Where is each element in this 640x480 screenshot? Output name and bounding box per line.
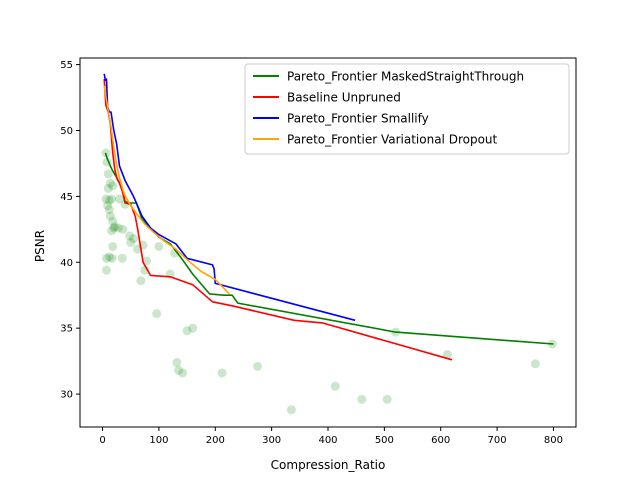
legend-label: Pareto_Frontier Smallify <box>287 112 429 126</box>
scatter-point <box>286 405 296 415</box>
x-tick-label: 800 <box>544 435 563 446</box>
x-tick-label: 200 <box>206 435 225 446</box>
scatter-point <box>104 205 114 215</box>
scatter-point <box>107 253 117 263</box>
scatter-point <box>152 309 162 319</box>
x-tick-label: 0 <box>99 435 105 446</box>
series-line-2 <box>103 79 453 361</box>
scatter-point <box>217 368 227 378</box>
plot-area <box>101 73 557 415</box>
scatter-point <box>136 276 146 286</box>
scatter-point <box>107 226 117 236</box>
scatter-point <box>110 222 120 232</box>
x-tick-label: 500 <box>375 435 394 446</box>
scatter-point <box>125 231 135 241</box>
scatter-point <box>172 357 182 367</box>
scatter-point <box>117 253 127 263</box>
scatter-point <box>114 194 124 204</box>
series-line-4 <box>103 85 230 295</box>
scatter-point <box>129 234 139 244</box>
scatter-point <box>530 359 540 369</box>
scatter-point <box>104 252 114 262</box>
scatter-point <box>108 216 118 226</box>
x-tick-label: 400 <box>318 435 337 446</box>
scatter-point <box>101 253 111 263</box>
x-tick-label: 600 <box>431 435 450 446</box>
scatter-point <box>154 241 164 251</box>
scatter-point <box>188 323 198 333</box>
scatter-point <box>105 178 115 188</box>
axes: 0 100 200 300 400 500 600 700 800 30 35 40 45 50 55 <box>60 57 577 446</box>
scatter-point <box>107 194 117 204</box>
scatter-point <box>108 241 118 251</box>
legend: Pareto_Frontier MaskedStraightThrough Bas… <box>244 63 570 155</box>
scatter-point <box>126 238 136 247</box>
scatter-point <box>103 183 113 193</box>
y-tick-label: 30 <box>60 390 73 401</box>
scatter-point <box>382 394 392 404</box>
scatter-point <box>103 201 113 211</box>
scatter-point <box>132 244 142 254</box>
y-tick-label: 45 <box>60 192 73 203</box>
scatter-point <box>330 381 340 391</box>
scatter-point <box>253 361 263 371</box>
y-tick-label: 55 <box>60 60 73 71</box>
scatter-point <box>442 350 452 360</box>
x-axis-label: Compression_Ratio <box>271 458 386 472</box>
scatter-point <box>113 223 123 233</box>
y-tick-label: 40 <box>60 258 73 269</box>
scatter-point <box>104 195 114 205</box>
scatter-point <box>101 194 111 204</box>
scatter-point <box>118 224 128 234</box>
x-tick-label: 300 <box>262 435 281 446</box>
x-tick-label: 700 <box>488 435 507 446</box>
scatter-point <box>108 181 118 191</box>
y-tick-label: 35 <box>60 324 73 335</box>
series-line-1 <box>104 152 554 345</box>
scatter-point <box>109 223 119 233</box>
legend-label: Pareto_Frontier MaskedStraightThrough <box>287 70 524 84</box>
y-axis-label: PSNR <box>33 230 47 262</box>
x-tick-label: 100 <box>149 435 168 446</box>
legend-label: Baseline Unpruned <box>287 91 401 105</box>
scatter-point <box>357 394 367 404</box>
legend-label: Pareto_Frontier Variational Dropout <box>287 133 498 147</box>
legend-box <box>244 63 570 155</box>
scatter-point <box>105 211 115 221</box>
y-tick-label: 50 <box>60 126 73 137</box>
scatter-point <box>178 368 188 378</box>
scatter-point <box>103 169 113 179</box>
scatter-point <box>101 265 111 275</box>
scatter-point <box>174 365 184 375</box>
scatter-point <box>182 326 192 336</box>
